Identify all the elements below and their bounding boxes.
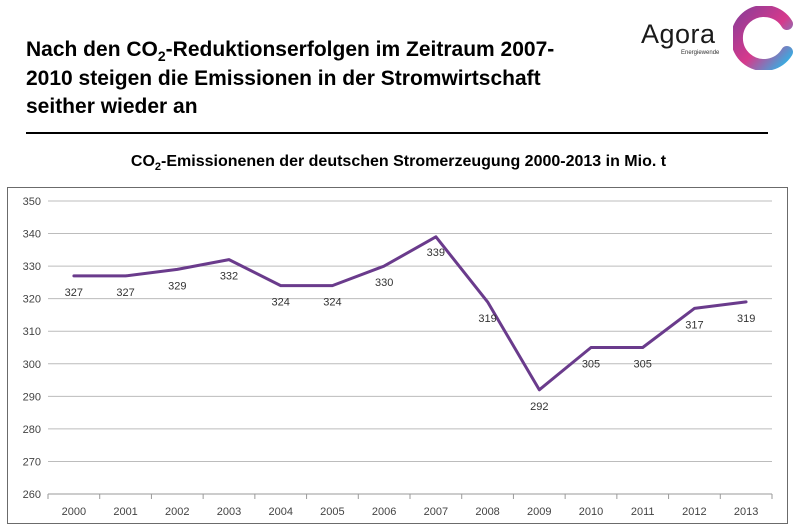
data-label-2008: 319 — [478, 313, 496, 325]
x-tick-label-2002: 2002 — [165, 506, 189, 518]
y-tick-label-280: 280 — [23, 424, 41, 436]
agora-logo: Agora Energiewende — [641, 6, 793, 70]
x-tick-label-2005: 2005 — [320, 506, 344, 518]
x-tick-label-2001: 2001 — [113, 506, 137, 518]
y-tick-label-350: 350 — [23, 196, 41, 208]
y-tick-label-320: 320 — [23, 294, 41, 306]
agora-logo-icon — [733, 6, 793, 70]
chart-title-part1: CO — [130, 153, 155, 170]
y-tick-label-300: 300 — [23, 359, 41, 371]
x-tick-label-2007: 2007 — [424, 506, 448, 518]
x-tick-label-2008: 2008 — [475, 506, 499, 518]
y-tick-label-340: 340 — [23, 229, 41, 241]
x-tick-label-2006: 2006 — [372, 506, 396, 518]
y-tick-label-270: 270 — [23, 456, 41, 468]
data-label-2006: 330 — [375, 277, 393, 289]
data-label-2001: 327 — [116, 287, 134, 299]
x-tick-label-2012: 2012 — [682, 506, 706, 518]
data-label-2000: 327 — [65, 287, 83, 299]
data-label-2004: 324 — [272, 297, 290, 309]
title-part1: Nach den CO — [26, 38, 158, 61]
x-tick-label-2010: 2010 — [579, 506, 603, 518]
data-label-2007: 339 — [427, 247, 445, 259]
data-label-2003: 332 — [220, 271, 238, 283]
x-tick-label-2013: 2013 — [734, 506, 758, 518]
chart-frame: 260 270 280 290 300 310 320 330 340 350 2000 2001 20… — [7, 187, 788, 524]
data-label-2002: 329 — [168, 280, 186, 292]
y-tick-label-290: 290 — [23, 391, 41, 403]
chart-title-subscript: 2 — [154, 161, 162, 173]
x-tick-label-2009: 2009 — [527, 506, 551, 518]
logo-name: Agora — [641, 19, 716, 49]
line-chart: 260 270 280 290 300 310 320 330 340 350 2000 2001 20… — [23, 196, 773, 518]
header-divider — [26, 132, 768, 134]
chart-title: CO2-Emissionenen der deutschen Stromerze… — [0, 153, 797, 173]
series-line-0 — [72, 235, 748, 392]
page-title: Nach den CO2-Reduktionserfolgen im Zeitr… — [26, 36, 586, 121]
data-label-2011: 305 — [634, 359, 652, 371]
data-label-2010: 305 — [582, 359, 600, 371]
title-part2: -Reduktionserfolgen im Zeitraum 2007-201… — [26, 38, 555, 118]
x-tick-label-2000: 2000 — [62, 506, 86, 518]
y-tick-label-330: 330 — [23, 261, 41, 273]
x-tick-label-2011: 2011 — [631, 506, 655, 518]
data-label-2013: 319 — [737, 313, 755, 325]
chart-title-part2: -Emissionenen der deutschen Stromerzeugu… — [161, 153, 667, 170]
data-label-2009: 292 — [530, 401, 548, 413]
y-tick-label-260: 260 — [23, 489, 41, 501]
x-tick-label-2003: 2003 — [217, 506, 241, 518]
logo-tagline: Energiewende — [681, 50, 720, 56]
data-label-2012: 317 — [685, 319, 703, 331]
data-label-2005: 324 — [323, 297, 341, 309]
title-subscript: 2 — [157, 48, 166, 64]
y-tick-label-310: 310 — [23, 326, 41, 338]
x-tick-label-2004: 2004 — [268, 506, 292, 518]
